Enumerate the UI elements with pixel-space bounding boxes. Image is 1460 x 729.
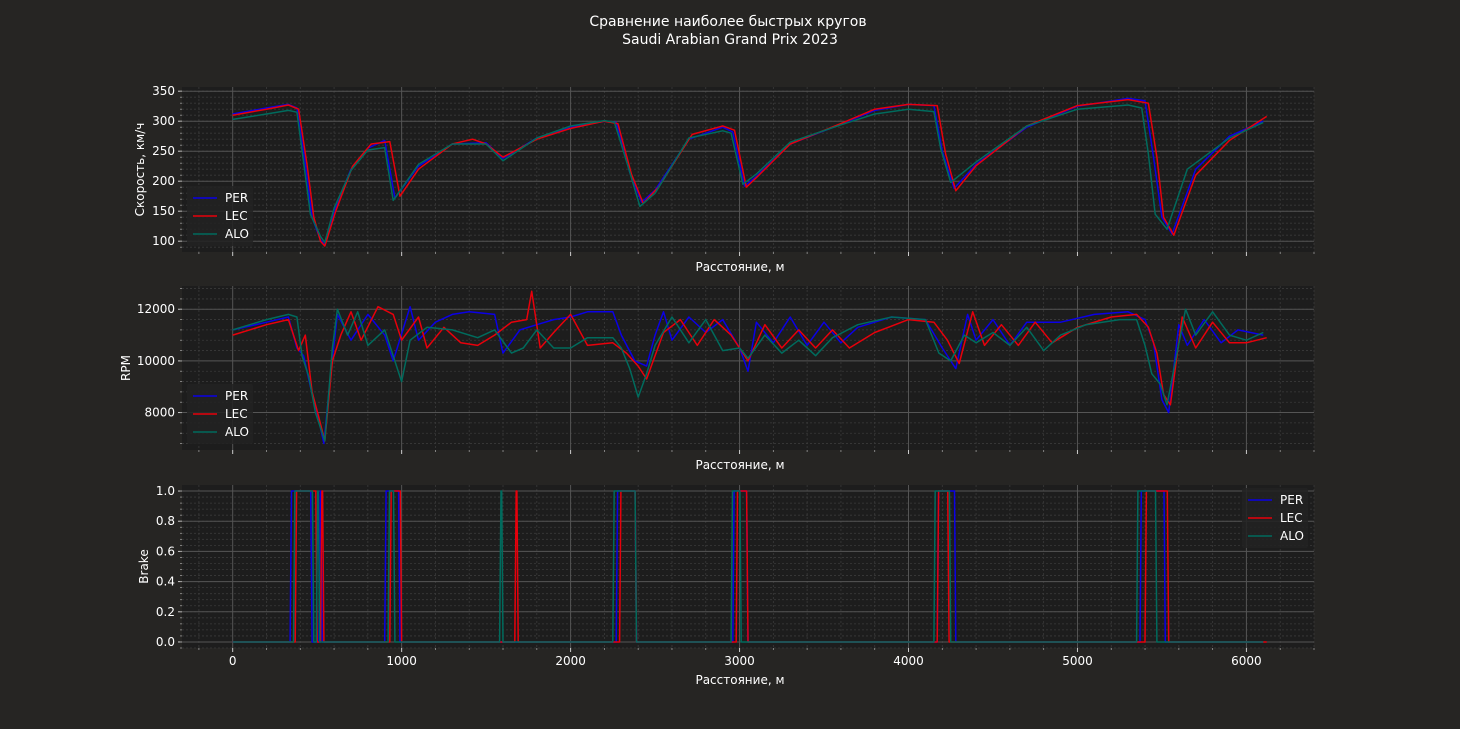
y-tick-label: 10000: [137, 354, 175, 368]
x-tick-label: 5000: [1062, 654, 1093, 668]
y-axis-label: Скорость, км/ч: [133, 123, 147, 217]
legend-box: [187, 186, 253, 246]
legend-brake: PER LEC ALO: [1242, 488, 1308, 548]
y-tick-label: 12000: [137, 302, 175, 316]
panel-rpm: 8000 10000 12000 Расстояние, м RPM PER LEC ALO: [119, 286, 1315, 472]
x-axis-label: Расстояние, м: [695, 260, 784, 274]
x-tick-label: 3000: [724, 654, 755, 668]
y-tick-label: 100: [152, 234, 175, 248]
legend-speed: PER LEC ALO: [187, 186, 253, 246]
legend-label-per: PER: [225, 389, 248, 403]
series-group-brake: [232, 490, 1267, 643]
legend-box: [187, 384, 253, 444]
panel-brake: 0.0 0.2 0.4 0.6 0.8 1.0 0 1000 2000 3000 4000 5000 6…: [137, 484, 1315, 687]
x-tick-label: 0: [229, 654, 237, 668]
y-tick-label: 300: [152, 114, 175, 128]
y-tick-label: 200: [152, 174, 175, 188]
x-tick-label: 1000: [386, 654, 417, 668]
legend-label-alo: ALO: [225, 425, 249, 439]
legend-rpm: PER LEC ALO: [187, 384, 253, 444]
series-line-lec: [232, 98, 1268, 247]
y-tick-label: 0.0: [156, 635, 175, 649]
legend-label-lec: LEC: [225, 209, 248, 223]
legend-label-lec: LEC: [225, 407, 248, 421]
x-tick-label: 2000: [555, 654, 586, 668]
figure-title-line1: Сравнение наиболее быстрых кругов: [589, 14, 866, 30]
y-tick-label: 150: [152, 204, 175, 218]
series-line-per: [232, 305, 1264, 445]
legend-label-per: PER: [1280, 493, 1303, 507]
x-axis-label: Расстояние, м: [695, 673, 784, 687]
figure-title-line2: Saudi Arabian Grand Prix 2023: [622, 32, 838, 48]
series-line-alo: [232, 490, 1264, 643]
x-tick-label: 6000: [1231, 654, 1262, 668]
series-line-alo: [232, 308, 1264, 442]
y-tick-label: 0.2: [156, 605, 175, 619]
y-tick-label: 0.8: [156, 514, 175, 528]
legend-label-per: PER: [225, 191, 248, 205]
grid-rpm: [182, 286, 1315, 450]
x-axis-label: Расстояние, м: [695, 458, 784, 472]
y-tick-label: 8000: [144, 406, 175, 420]
series-group-speed: [232, 97, 1268, 247]
panel-speed: 100 150 200 250 300 350 Расстояние, м Скорость,…: [133, 84, 1315, 274]
legend-label-alo: ALO: [225, 227, 249, 241]
y-tick-label: 0.4: [156, 575, 175, 589]
series-line-alo: [232, 104, 1264, 244]
y-axis-label: RPM: [119, 355, 133, 381]
x-tick-label: 4000: [893, 654, 924, 668]
panels: 100 150 200 250 300 350 Расстояние, м Скорость,…: [119, 84, 1315, 687]
y-tick-label: 350: [152, 84, 175, 98]
series-group-rpm: [232, 290, 1267, 445]
y-axis-label: Brake: [137, 549, 151, 583]
legend-label-lec: LEC: [1280, 511, 1303, 525]
y-tick-label: 250: [152, 144, 175, 158]
y-tick-label: 0.6: [156, 544, 175, 558]
legend-box: [1242, 488, 1308, 548]
y-tick-label: 1.0: [156, 484, 175, 498]
legend-label-alo: ALO: [1280, 529, 1304, 543]
